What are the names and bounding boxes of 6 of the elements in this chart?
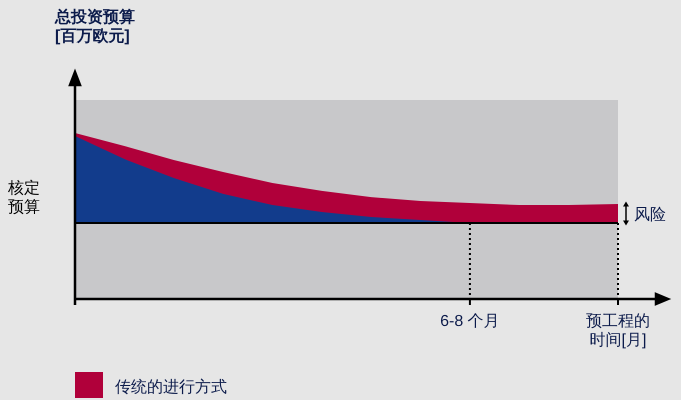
annotation: 风险 — [634, 206, 666, 224]
x-tick-label: 6-8 个月 — [440, 312, 500, 330]
legend-label: 传统的进行方式 — [115, 378, 227, 396]
x-tick-label: 预工程的时间[月] — [586, 313, 650, 350]
ref-line-label: 核定预算 — [7, 178, 40, 216]
text: 总投资预算 [百万欧元] — [54, 8, 135, 46]
